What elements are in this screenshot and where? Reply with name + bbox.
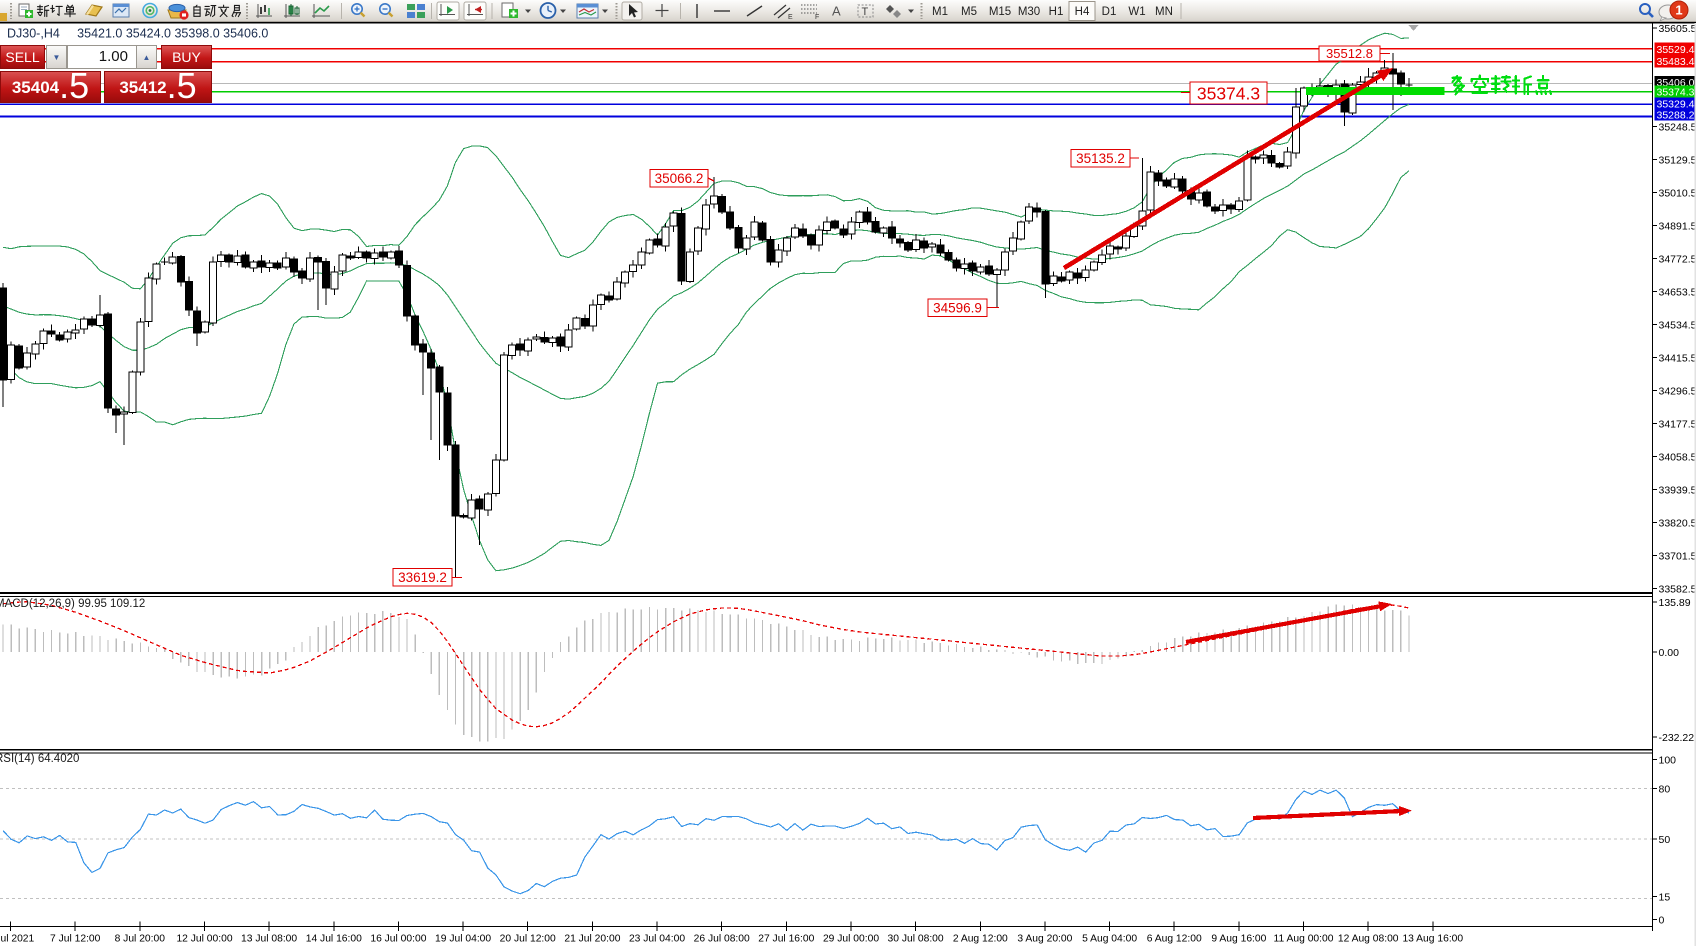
svg-text:7 Jul 12:00: 7 Jul 12:00: [50, 934, 101, 945]
svg-text:35374.3: 35374.3: [1657, 87, 1695, 99]
svg-text:35129.5: 35129.5: [1659, 154, 1696, 166]
svg-text:13 Aug 16:00: 13 Aug 16:00: [1402, 934, 1463, 945]
svg-text:13 Jul 08:00: 13 Jul 08:00: [241, 934, 297, 945]
svg-text:100: 100: [1659, 755, 1677, 767]
svg-text:29 Jul 00:00: 29 Jul 00:00: [823, 934, 879, 945]
svg-text:W1: W1: [1128, 6, 1145, 18]
svg-text:33701.5: 33701.5: [1659, 550, 1696, 562]
svg-text:H4: H4: [1075, 6, 1090, 18]
svg-text:34177.5: 34177.5: [1659, 418, 1696, 430]
svg-text:34653.5: 34653.5: [1659, 286, 1696, 298]
svg-text:H1: H1: [1049, 6, 1064, 18]
svg-text:35529.4: 35529.4: [1657, 44, 1695, 56]
svg-text:11 Aug 00:00: 11 Aug 00:00: [1274, 934, 1334, 945]
svg-text:DJ30-,H4 35421.0 35424.0 3: DJ30-,H4 35421.0 35424.0 35398.0 35406.0: [7, 27, 268, 41]
svg-text:35483.4: 35483.4: [1657, 56, 1695, 68]
svg-text:20 Jul 12:00: 20 Jul 12:00: [500, 934, 556, 945]
svg-text:34296.5: 34296.5: [1659, 385, 1696, 397]
svg-text:21 Jul 20:00: 21 Jul 20:00: [564, 934, 620, 945]
svg-text:135.89: 135.89: [1659, 597, 1691, 609]
svg-text:33820.5: 33820.5: [1659, 517, 1696, 529]
svg-text:15: 15: [1659, 892, 1671, 904]
svg-text:26 Jul 08:00: 26 Jul 08:00: [694, 934, 750, 945]
svg-text:M30: M30: [1018, 6, 1040, 18]
svg-text:5 Aug 04:00: 5 Aug 04:00: [1082, 934, 1137, 945]
svg-text:0.00: 0.00: [1659, 647, 1680, 659]
svg-text:35010.5: 35010.5: [1659, 187, 1696, 199]
svg-text:F: F: [815, 14, 819, 21]
svg-text:14 Jul 16:00: 14 Jul 16:00: [306, 934, 362, 945]
svg-text:27 Jul 16:00: 27 Jul 16:00: [758, 934, 814, 945]
svg-text:M15: M15: [989, 6, 1011, 18]
svg-text:34534.5: 34534.5: [1659, 319, 1696, 331]
svg-text:19 Jul 04:00: 19 Jul 04:00: [435, 934, 491, 945]
svg-text:1: 1: [1675, 3, 1682, 18]
svg-text:2 Aug 12:00: 2 Aug 12:00: [953, 934, 1008, 945]
svg-text:T: T: [862, 6, 869, 18]
svg-text:-232.22: -232.22: [1659, 732, 1695, 744]
svg-text:6 Aug 12:00: 6 Aug 12:00: [1147, 934, 1202, 945]
svg-text:34058.5: 34058.5: [1659, 451, 1696, 463]
svg-text:33939.5: 33939.5: [1659, 484, 1696, 496]
svg-text:23 Jul 04:00: 23 Jul 04:00: [629, 934, 685, 945]
svg-text:0: 0: [1659, 915, 1665, 927]
svg-text:34891.5: 34891.5: [1659, 220, 1696, 232]
svg-text:35135.2: 35135.2: [1076, 151, 1125, 166]
svg-text:35248.5: 35248.5: [1659, 121, 1696, 133]
svg-text:35374.3: 35374.3: [1197, 83, 1260, 103]
svg-text:A: A: [832, 4, 841, 19]
svg-text:35605.5: 35605.5: [1659, 23, 1696, 35]
svg-text:16 Jul 00:00: 16 Jul 00:00: [370, 934, 426, 945]
svg-text:RSI(14) 64.4020: RSI(14) 64.4020: [0, 753, 79, 765]
svg-text:5 Jul 2021: 5 Jul 2021: [0, 934, 35, 945]
svg-text:30 Jul 08:00: 30 Jul 08:00: [888, 934, 944, 945]
svg-text:34772.5: 34772.5: [1659, 253, 1696, 265]
svg-text:35066.2: 35066.2: [655, 171, 704, 186]
svg-text:3 Aug 20:00: 3 Aug 20:00: [1017, 934, 1072, 945]
svg-text:12 Aug 08:00: 12 Aug 08:00: [1338, 934, 1399, 945]
svg-text:MN: MN: [1155, 6, 1173, 18]
svg-text:80: 80: [1659, 783, 1671, 795]
svg-text:33582.5: 33582.5: [1659, 583, 1696, 595]
svg-text:M1: M1: [932, 6, 948, 18]
svg-text:33619.2: 33619.2: [398, 570, 447, 585]
svg-text:9 Aug 16:00: 9 Aug 16:00: [1211, 934, 1266, 945]
svg-text:8 Jul 20:00: 8 Jul 20:00: [115, 934, 166, 945]
svg-text:34415.5: 34415.5: [1659, 352, 1696, 364]
svg-text:M5: M5: [961, 6, 977, 18]
svg-text:E: E: [788, 14, 793, 21]
svg-text:35288.2: 35288.2: [1657, 109, 1695, 121]
svg-text:MACD(12,26,9) 99.95 109.12: MACD(12,26,9) 99.95 109.12: [0, 598, 145, 610]
svg-text:35512.8: 35512.8: [1326, 46, 1373, 61]
svg-text:50: 50: [1659, 834, 1671, 846]
svg-text:12 Jul 00:00: 12 Jul 00:00: [176, 934, 232, 945]
svg-text:D1: D1: [1102, 6, 1117, 18]
svg-text:34596.9: 34596.9: [933, 301, 982, 316]
